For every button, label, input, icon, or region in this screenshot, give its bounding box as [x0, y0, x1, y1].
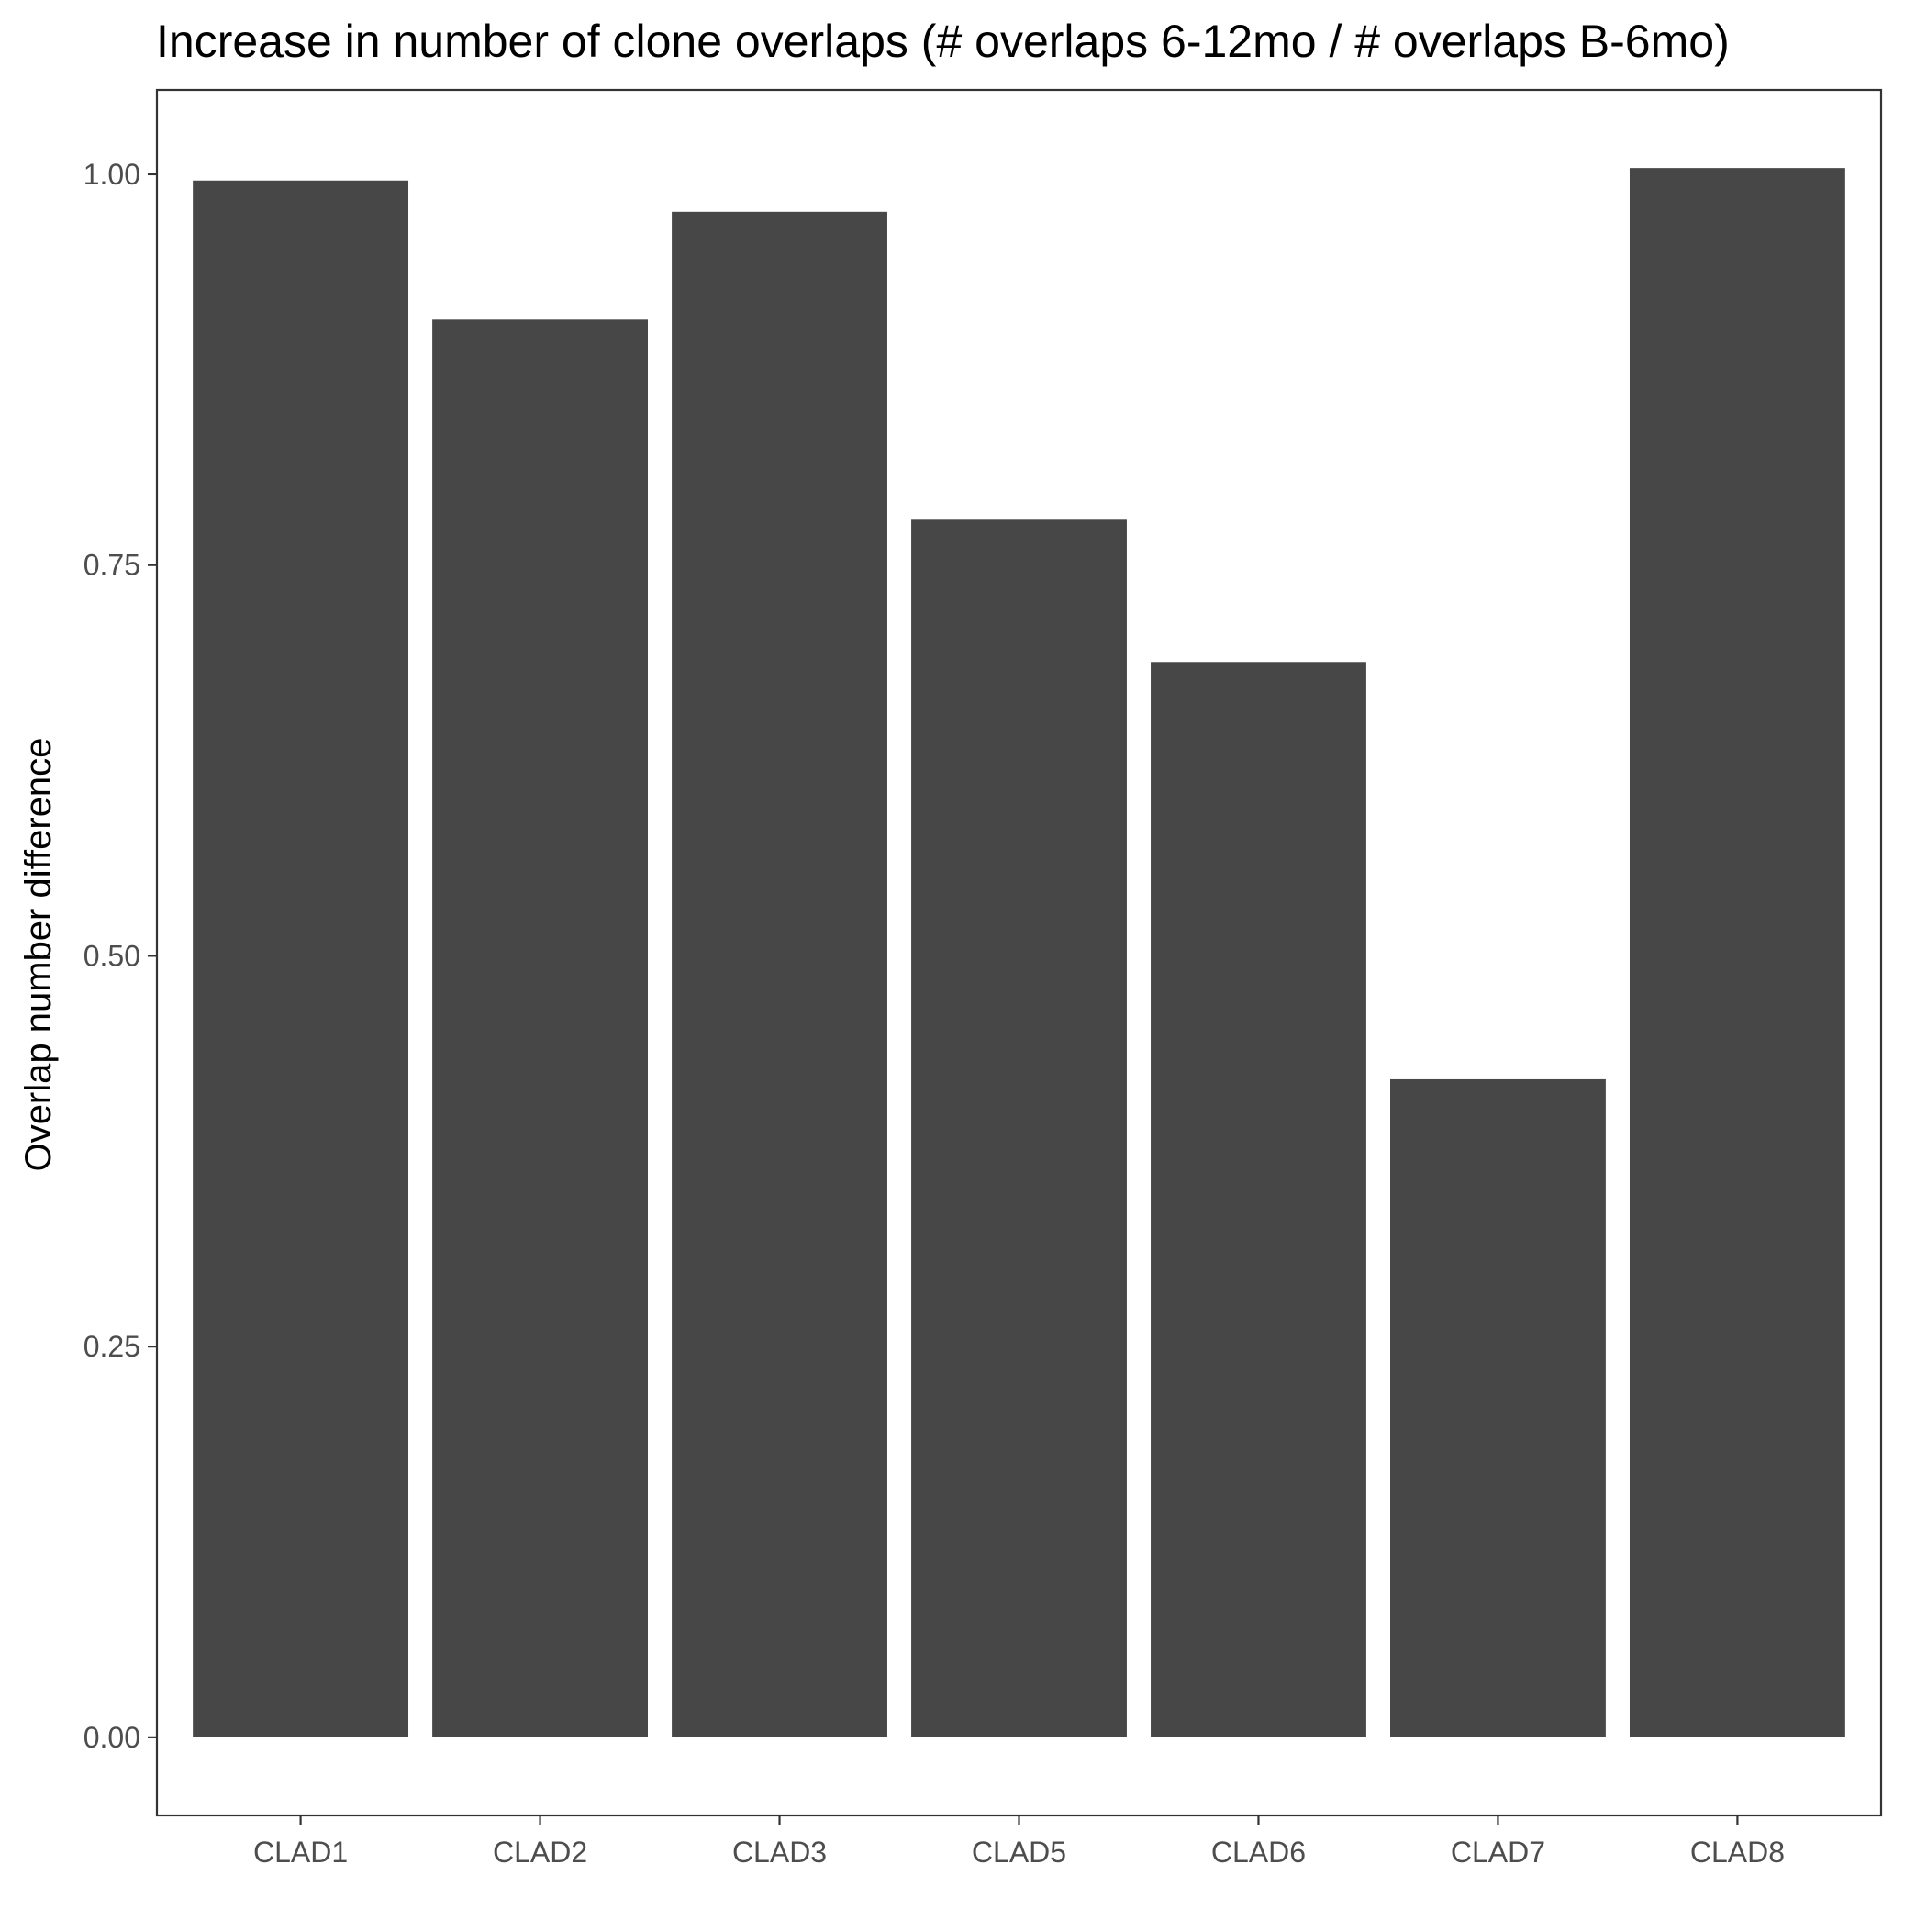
x-tick-label-clad2: CLAD2 [493, 1836, 587, 1869]
bar-clad1 [193, 180, 409, 1737]
bar-clad7 [1390, 1078, 1606, 1737]
x-tick-label-clad8: CLAD8 [1690, 1836, 1785, 1869]
x-tick-label-clad1: CLAD1 [253, 1836, 348, 1869]
x-tick-label-clad6: CLAD6 [1211, 1836, 1306, 1869]
bar-clad8 [1629, 168, 1845, 1737]
bars-layer [193, 168, 1845, 1737]
chart-title: Increase in number of clone overlaps (# … [156, 16, 1730, 67]
bar-clad6 [1151, 662, 1366, 1737]
y-tick-label: 0.75 [84, 549, 140, 582]
y-axis: 0.00 0.25 0.50 0.75 1.00 [84, 158, 157, 1754]
y-tick-label: 0.25 [84, 1330, 140, 1363]
x-tick-label-clad7: CLAD7 [1451, 1836, 1545, 1869]
bar-clad2 [432, 319, 648, 1737]
bar-clad5 [911, 519, 1127, 1737]
y-axis-title: Overlap number difference [18, 738, 59, 1172]
x-tick-label-clad5: CLAD5 [972, 1836, 1066, 1869]
y-tick-label: 0.50 [84, 939, 140, 972]
y-tick-label: 1.00 [84, 158, 140, 191]
x-axis: CLAD1 CLAD2 CLAD3 CLAD5 CLAD6 CLAD7 CLAD8 [253, 1815, 1785, 1869]
bar-clad3 [672, 211, 887, 1737]
y-tick-label: 0.00 [84, 1721, 140, 1754]
x-tick-label-clad3: CLAD3 [732, 1836, 827, 1869]
panel-border [155, 88, 1883, 1817]
